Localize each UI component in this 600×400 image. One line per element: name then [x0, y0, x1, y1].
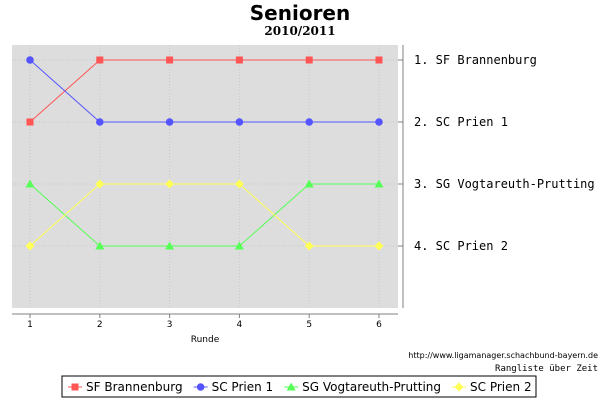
x-tick-label-2: 2: [97, 320, 103, 330]
series-3-line: [29, 183, 379, 247]
legend-box: [61, 375, 537, 398]
source-url: http://www.ligamanager.schachbund-bayern…: [408, 351, 598, 360]
plot-area: [12, 45, 398, 308]
series-3-point-4: [234, 241, 244, 250]
series-4-point-3: [165, 179, 175, 189]
legend-item-2: SC Prien 1: [193, 380, 274, 394]
series-2: [26, 56, 383, 126]
series-4-point-5: [304, 241, 314, 251]
legend-marker-1: [71, 383, 79, 391]
legend-marker-3: [286, 382, 296, 391]
series-4-point-4: [234, 179, 244, 189]
legend-marker-2: [196, 383, 205, 391]
series-3-point-2: [95, 241, 105, 250]
series-1-point-3: [166, 56, 174, 64]
rank-labels: 1. SF Brannenburg 2. SC Prien 1 3. SG Vogt…: [414, 53, 595, 253]
legend-label-3: SG Vogtareuth-Prutting: [302, 380, 441, 394]
chart-title: Senioren: [250, 1, 350, 25]
series-3-point-6: [374, 179, 384, 188]
legend: SF Brannenburg SC Prien 1 SG Vogtareuth-Pr…: [68, 380, 532, 394]
series-4: [25, 179, 384, 251]
x-tick-labels: 1 2 3 4 5 6: [27, 320, 382, 330]
series-2-point-3: [165, 118, 174, 126]
legend-label-2: SC Prien 1: [212, 380, 274, 394]
series-2-point-2: [96, 118, 104, 126]
x-tick-label-1: 1: [27, 320, 33, 330]
x-tick-label-3: 3: [167, 320, 173, 330]
rank-label-3: 3. SG Vogtareuth-Prutting: [414, 177, 595, 191]
legend-label-1: SF Brannenburg: [86, 380, 183, 394]
series-4-point-2: [95, 179, 105, 189]
legend-marker-4: [454, 382, 464, 392]
legend-item-1: SF Brannenburg: [68, 380, 183, 394]
series-layer: [25, 56, 384, 251]
x-tick-label-6: 6: [376, 320, 382, 330]
series-2-point-1: [26, 56, 34, 64]
series-1-point-4: [235, 56, 243, 64]
rank-label-2: 2. SC Prien 1: [414, 115, 508, 129]
series-3-point-3: [165, 241, 175, 250]
legend-item-3: SG Vogtareuth-Prutting: [284, 380, 441, 394]
x-axis-label: Runde: [191, 335, 220, 345]
series-1-point-1: [26, 118, 34, 126]
series-1-line: [29, 59, 379, 123]
rank-label-4: 4. SC Prien 2: [414, 239, 508, 253]
x-tick-label-5: 5: [306, 320, 312, 330]
series-1-point-2: [96, 56, 104, 64]
series-1-point-6: [375, 56, 383, 64]
legend-item-4: SC Prien 2: [452, 380, 532, 394]
rank-label-1: 1. SF Brannenburg: [414, 53, 537, 67]
chart-subtitle: 2010/2011: [264, 24, 335, 38]
series-3: [25, 179, 384, 250]
series-1: [26, 56, 383, 126]
series-1-point-5: [305, 56, 313, 64]
series-2-point-4: [235, 118, 244, 126]
chart-caption: Rangliste über Zeit: [495, 364, 598, 374]
series-4-line: [29, 183, 379, 247]
axes: [12, 45, 404, 318]
series-3-point-1: [25, 179, 35, 188]
legend-label-4: SC Prien 2: [470, 380, 532, 394]
series-3-point-5: [304, 179, 314, 188]
series-2-point-5: [305, 118, 314, 126]
series-4-point-6: [374, 241, 384, 251]
series-4-point-1: [25, 241, 35, 251]
x-tick-label-4: 4: [237, 320, 243, 330]
series-2-point-6: [375, 118, 383, 126]
series-2-line: [29, 59, 379, 123]
